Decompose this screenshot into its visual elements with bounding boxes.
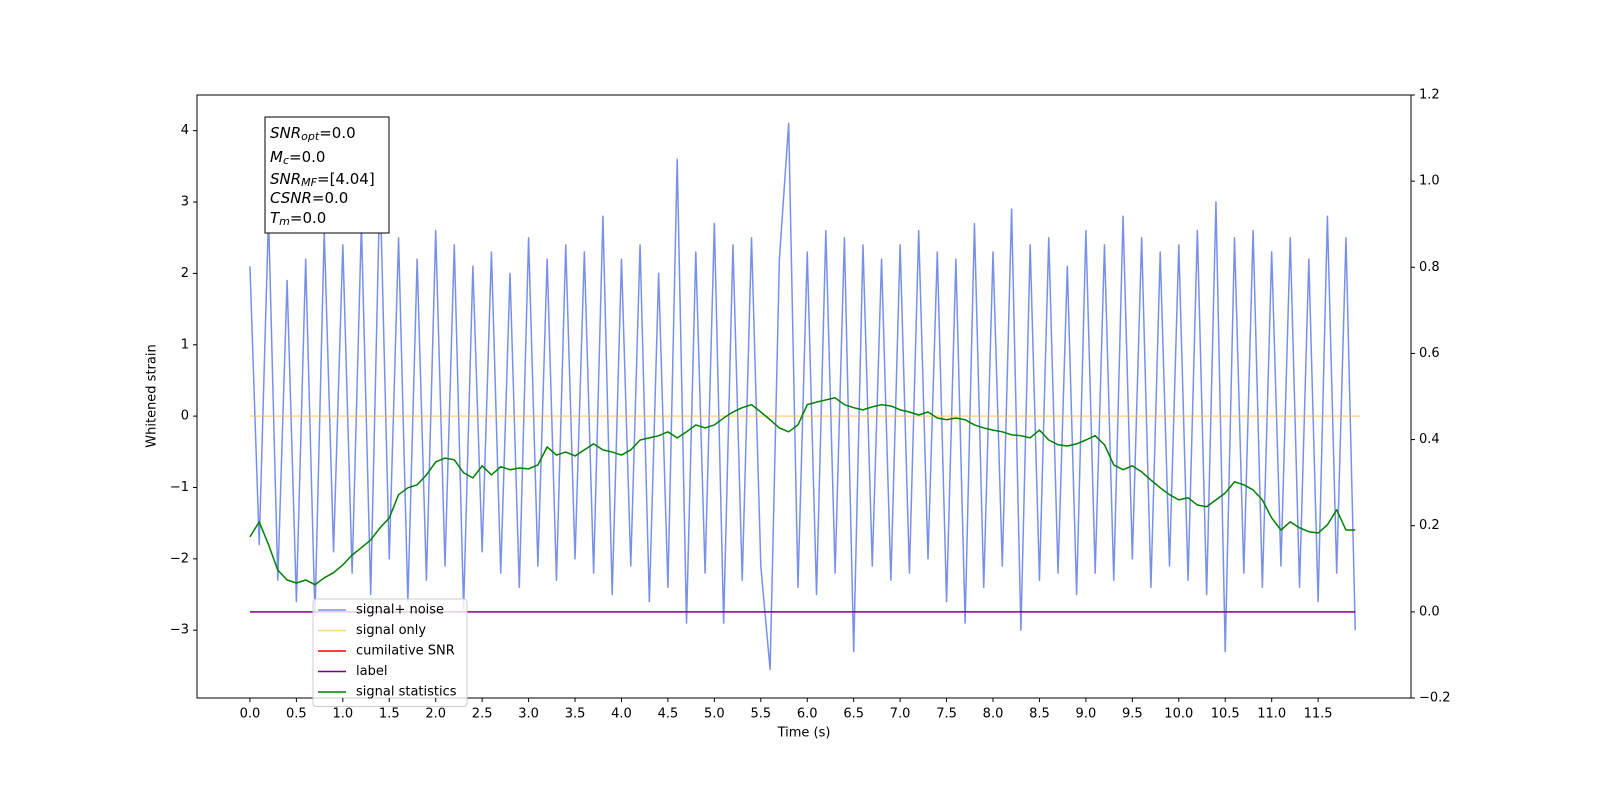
annotation-line: SNRopt=0.0 — [270, 124, 356, 144]
annotation-box — [264, 116, 390, 234]
annotation-subscript: m — [279, 215, 290, 228]
annotation-subscript: c — [283, 154, 289, 167]
y-tick-label: 2 — [181, 266, 189, 281]
annotation-symbol: CSNR — [270, 189, 312, 207]
annotation-value: =0.0 — [319, 124, 355, 142]
x-tick-label: 5.5 — [750, 707, 771, 722]
y2-tick-label: 0.8 — [1419, 260, 1440, 275]
x-tick-label: 0.0 — [240, 707, 261, 722]
x-tick-label: 2.0 — [425, 707, 446, 722]
annotation-subscript: opt — [301, 130, 320, 143]
y-tick-label: 3 — [181, 195, 189, 210]
y-axis-label: Whitened strain — [145, 344, 160, 447]
axes-frame — [196, 94, 1412, 699]
y-tick-label: −2 — [170, 551, 189, 566]
y2-tick-label: 0.2 — [1419, 518, 1440, 533]
x-tick-label: 6.0 — [797, 707, 818, 722]
x-tick-label: 8.0 — [983, 707, 1004, 722]
x-tick-label: 8.5 — [1029, 707, 1050, 722]
x-tick-label: 10.5 — [1211, 707, 1240, 722]
y-tick-label: 0 — [181, 409, 189, 424]
x-tick-label: 4.5 — [658, 707, 679, 722]
x-tick-label: 4.0 — [611, 707, 632, 722]
annotation-symbol: T — [270, 209, 281, 227]
annotation-symbol: SNR — [270, 124, 301, 142]
annotation-line: CSNR=0.0 — [270, 189, 348, 207]
y-tick-label: 4 — [181, 123, 189, 138]
y2-tick-label: 1.0 — [1419, 174, 1440, 189]
annotation-line: SNRMF=[4.04] — [270, 170, 375, 190]
x-tick-label: 9.0 — [1076, 707, 1097, 722]
y2-tick-label: 0.0 — [1419, 604, 1440, 619]
y2-tick-label: 0.4 — [1419, 432, 1440, 447]
legend-label: cumilative SNR — [356, 644, 455, 659]
y2-tick-label: 0.6 — [1419, 346, 1440, 361]
y2-tick-label: −0.2 — [1419, 691, 1451, 706]
series-line — [249, 122, 1357, 671]
x-tick-label: 1.0 — [332, 707, 353, 722]
x-tick-label: 3.5 — [565, 707, 586, 722]
annotation-symbol: SNR — [270, 170, 301, 188]
legend-label: signal+ noise — [356, 603, 444, 618]
legend-label: signal statistics — [356, 685, 457, 700]
x-tick-label: 2.5 — [472, 707, 493, 722]
x-tick-label: 10.0 — [1164, 707, 1193, 722]
x-tick-label: 5.0 — [704, 707, 725, 722]
y-tick-label: −3 — [170, 623, 189, 638]
annotation-value: =0.0 — [289, 148, 325, 166]
annotation-value: =[4.04] — [317, 170, 375, 188]
x-tick-label: 1.5 — [379, 707, 400, 722]
annotation: SNRopt=0.0Mc=0.0SNRMF=[4.04]CSNR=0.0Tm=0… — [264, 116, 390, 234]
y-tick-label: −1 — [170, 480, 189, 495]
annotation-line: Mc=0.0 — [270, 148, 325, 168]
x-tick-label: 3.0 — [518, 707, 539, 722]
annotation-value: =0.0 — [290, 209, 326, 227]
x-tick-label: 9.5 — [1122, 707, 1143, 722]
x-tick-label: 7.0 — [890, 707, 911, 722]
legend-label: label — [356, 664, 387, 679]
annotation-value: =0.0 — [312, 189, 348, 207]
x-tick-label: 0.5 — [286, 707, 307, 722]
x-tick-label: 11.0 — [1257, 707, 1286, 722]
legend-label: signal only — [356, 623, 426, 638]
legend: signal+ noise signal only cumilative SNR la… — [312, 598, 468, 707]
annotation-line: Tm=0.0 — [270, 209, 326, 229]
x-tick-label: 11.5 — [1304, 707, 1333, 722]
annotation-subscript: MF — [301, 176, 317, 189]
legend-box — [312, 598, 468, 707]
annotation-symbol: M — [270, 148, 283, 166]
x-axis-label: Time (s) — [777, 726, 831, 741]
series-line — [249, 397, 1356, 586]
y-tick-label: 1 — [181, 337, 189, 352]
x-tick-label: 6.5 — [843, 707, 864, 722]
y2-tick-label: 1.2 — [1419, 88, 1440, 103]
x-tick-label: 7.5 — [936, 707, 957, 722]
